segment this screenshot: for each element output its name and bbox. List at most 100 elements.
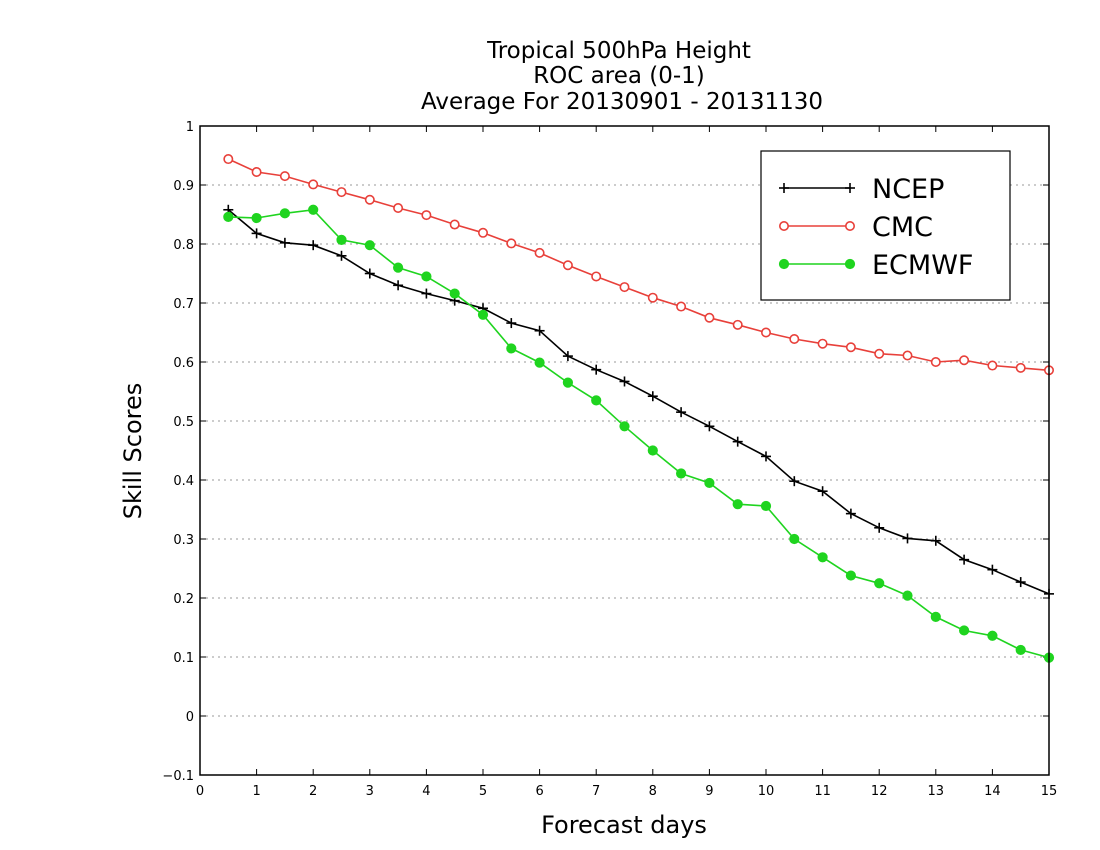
data-point-cmc (421, 210, 432, 221)
chart-title-line-1: Tropical 500hPa Height (486, 38, 751, 64)
data-point-cmc (817, 338, 828, 349)
y-tick-label: 1 (186, 120, 194, 135)
x-tick-label: 10 (758, 784, 775, 799)
data-point-ecmwf (449, 288, 460, 299)
y-tick-label: 0.1 (173, 651, 194, 666)
data-point-cmc (477, 227, 488, 238)
y-tick-label: 0.7 (173, 297, 194, 312)
x-axis: 0 1 2 3 4 5 6 7 8 9 10 11 12 13 14 15 (196, 126, 1057, 799)
data-point-ncep (591, 364, 602, 375)
data-point-ecmwf (279, 208, 290, 219)
data-point-ecmwf (364, 240, 375, 251)
data-point-cmc (619, 282, 630, 293)
legend-item-cmc: CMC (778, 212, 933, 243)
data-point-ecmwf (676, 468, 687, 479)
legend-marker-cmc (844, 221, 855, 232)
legend-marker-ncep (779, 183, 789, 193)
series-ecmwf (223, 204, 1055, 663)
x-tick-label: 7 (592, 784, 600, 799)
x-tick-label: 12 (871, 784, 888, 799)
data-point-ncep (987, 564, 998, 575)
data-point-cmc (336, 187, 347, 198)
y-tick-label: −0.1 (162, 769, 194, 784)
x-tick-label: 9 (705, 784, 713, 799)
legend-items: NCEP CMC ECMWF (778, 174, 973, 281)
data-point-cmc (393, 203, 404, 214)
data-point-ncep (704, 421, 715, 432)
data-point-ecmwf (591, 395, 602, 406)
data-point-ecmwf (477, 309, 489, 320)
data-point-ncep (336, 250, 347, 261)
data-point-cmc (704, 312, 715, 323)
y-tick-label: 0.8 (173, 238, 194, 253)
data-point-ncep (817, 486, 828, 497)
data-point-cmc (1015, 362, 1026, 373)
data-point-ecmwf (393, 262, 404, 273)
data-point-ncep (364, 268, 375, 279)
data-point-ecmwf (534, 357, 545, 368)
data-point-ecmwf (619, 421, 630, 432)
y-tick-label: 0.5 (173, 415, 194, 430)
data-point-ecmwf (845, 570, 857, 581)
data-point-ncep (845, 508, 856, 519)
legend-item-ecmwf: ECMWF (778, 250, 973, 281)
data-point-ecmwf (760, 500, 772, 512)
data-point-ncep (251, 228, 262, 239)
data-point-cmc (845, 342, 856, 353)
legend-label-ncep: NCEP (872, 174, 944, 205)
data-point-cmc (591, 271, 602, 282)
data-point-ecmwf (902, 590, 913, 601)
series-area (223, 154, 1055, 663)
data-point-ecmwf (647, 445, 658, 456)
data-point-ncep (761, 451, 771, 462)
data-point-ecmwf (506, 343, 517, 354)
series-ncep (223, 204, 1054, 599)
data-point-cmc (562, 260, 573, 271)
data-point-ecmwf (308, 204, 319, 215)
data-point-cmc (251, 167, 262, 178)
legend: NCEP CMC ECMWF (760, 150, 1011, 301)
legend-marker-ncep (845, 183, 855, 193)
data-point-ncep (393, 280, 404, 291)
data-point-cmc (987, 360, 998, 371)
legend-label-ecmwf: ECMWF (872, 250, 973, 281)
y-tick-label: 0 (186, 710, 194, 725)
data-point-cmc (930, 356, 941, 367)
x-tick-label: 1 (252, 784, 260, 799)
data-point-ncep (647, 391, 658, 402)
data-point-cmc (874, 348, 885, 359)
data-point-ecmwf (732, 499, 743, 510)
data-point-cmc (959, 355, 970, 366)
data-point-ncep (959, 554, 970, 565)
y-axis: −0.1 0 0.1 0.2 0.3 0.4 0.5 0.6 0.7 0.8 0.9 1 (162, 120, 1049, 784)
y-tick-label: 0.4 (173, 474, 194, 489)
chart-title: Tropical 500hPa Height ROC area (0-1) Av… (421, 38, 823, 115)
data-point-ecmwf (421, 271, 432, 282)
data-point-ncep (902, 533, 913, 544)
x-tick-label: 3 (366, 784, 374, 799)
x-tick-label: 15 (1041, 784, 1058, 799)
legend-marker-ecmwf (778, 258, 790, 270)
data-point-ecmwf (817, 552, 828, 563)
data-point-ncep (930, 535, 941, 546)
x-tick-label: 4 (422, 784, 430, 799)
legend-item-ncep: NCEP (779, 174, 944, 205)
x-tick-label: 11 (814, 784, 831, 799)
data-point-cmc (789, 333, 800, 344)
y-tick-label: 0.6 (173, 356, 194, 371)
y-tick-label: 0.3 (173, 533, 194, 548)
data-point-cmc (732, 319, 743, 330)
data-point-ecmwf (789, 533, 800, 545)
data-point-cmc (647, 292, 658, 303)
data-point-cmc (534, 247, 545, 258)
y-tick-label: 0.9 (173, 179, 194, 194)
data-point-cmc (676, 301, 687, 312)
data-point-ncep (534, 325, 545, 336)
x-tick-label: 14 (984, 784, 1001, 799)
data-point-cmc (760, 327, 771, 338)
data-point-ecmwf (251, 212, 262, 224)
data-point-ecmwf (930, 611, 941, 622)
y-axis-label: Skill Scores (119, 383, 147, 520)
x-axis-label: Forecast days (541, 811, 707, 839)
